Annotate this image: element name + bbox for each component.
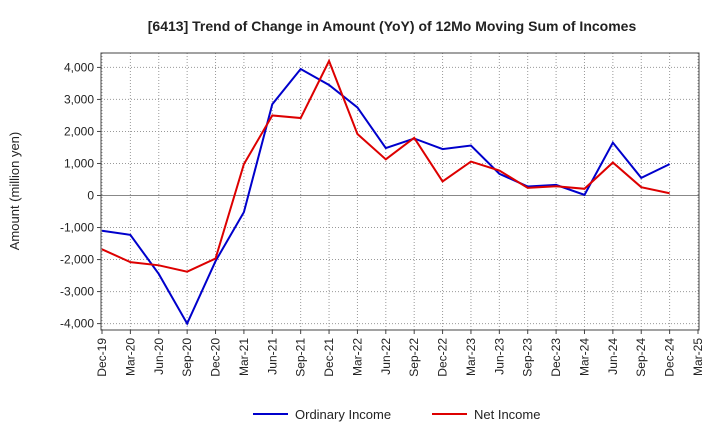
plot-area: [101, 53, 699, 330]
y-tick-label: 0: [87, 189, 94, 203]
x-tick-label: Dec-21: [322, 338, 336, 377]
y-tick-label: -4,000: [60, 317, 94, 331]
x-tick-label: Jun-24: [606, 338, 620, 375]
y-tick-label: -1,000: [60, 221, 94, 235]
x-tick-label: Dec-23: [549, 338, 563, 377]
x-tick-label: Jun-20: [152, 338, 166, 375]
x-tick-label: Sep-21: [294, 338, 308, 377]
y-tick-label: -2,000: [60, 253, 94, 267]
x-tick-label: Mar-25: [691, 338, 705, 376]
legend-label: Ordinary Income: [295, 407, 391, 422]
x-tick-label: Dec-20: [209, 338, 223, 377]
x-tick-label: Mar-21: [237, 338, 251, 376]
x-tick-label: Dec-24: [663, 338, 677, 377]
y-tick-label: -3,000: [60, 285, 94, 299]
y-tick-label: 1,000: [64, 156, 94, 170]
x-tick-label: Jun-21: [265, 338, 279, 375]
x-tick-label: Jun-23: [492, 338, 506, 375]
legend-item: Ordinary Income: [253, 407, 391, 422]
x-tick-label: Dec-22: [436, 338, 450, 377]
x-tick-label: Sep-23: [521, 338, 535, 377]
y-axis-title: Amount (million yen): [7, 132, 22, 251]
x-tick-label: Mar-23: [464, 338, 478, 376]
x-tick-label: Sep-24: [634, 338, 648, 377]
series-net-income: [101, 58, 670, 273]
plot-frame: [100, 52, 700, 331]
x-tick-label: Mar-20: [123, 338, 137, 376]
x-tick-label: Dec-19: [95, 338, 109, 377]
x-tick-label: Mar-22: [350, 338, 364, 376]
chart-title: [6413] Trend of Change in Amount (YoY) o…: [148, 18, 637, 34]
legend-label: Net Income: [474, 407, 540, 422]
y-tick-label: 4,000: [64, 60, 94, 74]
x-tick-label: Jun-22: [379, 338, 393, 375]
y-tick-label: 2,000: [64, 124, 94, 138]
series-ordinary-income: [101, 67, 671, 326]
x-tick-label: Sep-20: [180, 338, 194, 377]
x-tick-label: Mar-24: [577, 338, 591, 376]
legend-item: Net Income: [432, 407, 540, 422]
y-tick-label: 3,000: [64, 92, 94, 106]
x-tick-label: Sep-22: [407, 338, 421, 377]
